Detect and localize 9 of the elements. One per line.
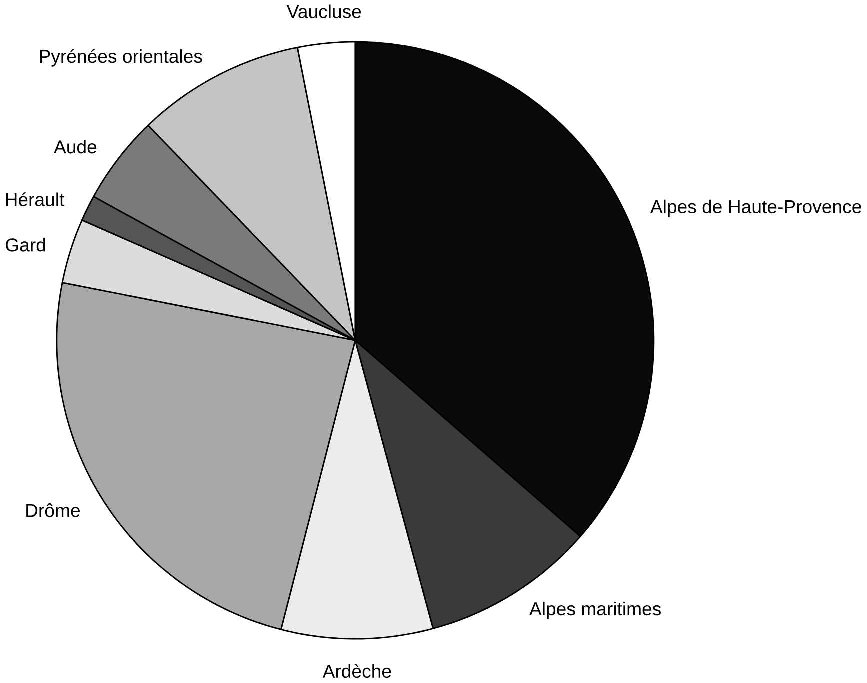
slice-label: Alpes de Haute-Provence	[650, 200, 862, 218]
slice-label: Gard	[6, 238, 46, 252]
slice-label: Vaucluse	[286, 4, 362, 18]
slice-label: Aude	[54, 140, 97, 154]
slice-label: Ardèche	[322, 664, 392, 678]
slice-label: Alpes maritimes	[530, 602, 662, 620]
slice-label: Pyrénées orientales	[40, 49, 202, 67]
slice-label: Drôme	[26, 504, 80, 518]
slice-label: Hérault	[6, 192, 65, 206]
